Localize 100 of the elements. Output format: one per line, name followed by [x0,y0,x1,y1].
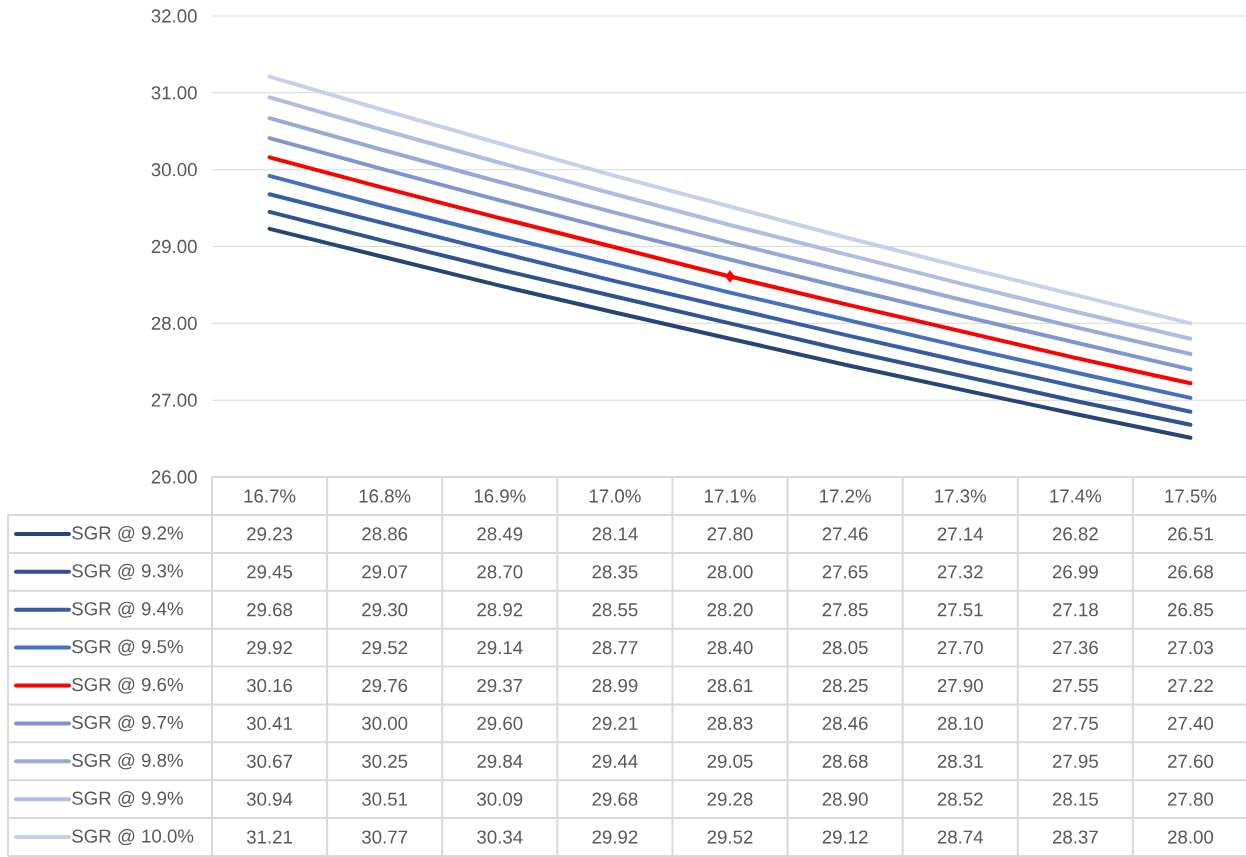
data-label: 27.46 [822,527,868,541]
data-label: 27.22 [1168,678,1213,693]
legend-label: SGR @ 9.9% [72,791,183,808]
y-tick-label: 30.00 [151,163,197,177]
data-label: 28.00 [707,565,753,579]
data-label: 27.80 [707,527,753,541]
x-tick-label: 16.8% [359,489,411,503]
data-label: 29.28 [707,792,753,806]
data-label: 28.31 [937,754,983,768]
data-label: 29.68 [247,603,293,617]
data-label: 27.55 [1052,678,1098,693]
data-label: 28.70 [477,565,523,579]
data-label: 28.15 [1052,792,1098,806]
data-label: 29.45 [247,565,293,579]
data-label: 29.92 [592,830,638,844]
data-label: 28.52 [937,792,983,806]
data-label: 29.14 [477,640,523,655]
x-tick-label: 17.0% [589,489,641,503]
data-label: 28.10 [937,716,983,730]
y-tick-label: 31.00 [151,86,197,100]
data-label: 27.95 [1052,754,1098,768]
data-label: 30.77 [362,830,408,844]
data-label: 29.21 [592,716,638,730]
data-label: 27.60 [1168,754,1214,768]
data-label: 26.68 [1168,565,1213,579]
legend-label: SGR @ 9.7% [72,715,183,732]
x-tick-label: 17.3% [935,489,987,503]
x-tick-label: 17.5% [1165,489,1217,503]
data-label: 28.00 [1168,830,1214,844]
data-label: 27.03 [1168,640,1213,655]
data-label: 28.55 [592,603,638,617]
data-label: 27.36 [1052,640,1098,655]
data-label: 28.74 [937,830,984,844]
data-label: 27.51 [937,603,983,617]
data-label: 26.85 [1168,603,1214,617]
data-label: 28.35 [592,565,638,579]
data-label: 31.21 [246,830,292,844]
x-tick-label: 17.4% [1050,489,1102,503]
data-label: 29.23 [247,527,293,541]
data-label: 30.09 [477,792,523,806]
y-tick-label: 26.00 [151,470,197,484]
legend-label: SGR @ 9.2% [72,525,183,542]
legend-label: SGR @ 10.0% [72,829,194,846]
data-label: 29.05 [707,754,753,768]
y-tick-label: 32.00 [151,9,197,23]
data-label: 29.07 [362,565,408,579]
data-label: 29.84 [477,754,523,768]
data-label: 27.80 [1168,792,1214,806]
data-label: 28.49 [477,527,523,541]
data-label: 26.82 [1052,527,1098,541]
data-label: 29.44 [592,754,638,768]
data-label: 27.32 [937,565,983,579]
data-label: 29.52 [362,640,408,655]
data-label: 28.20 [707,603,753,617]
data-label: 30.51 [362,792,408,806]
data-label: 29.76 [362,678,408,693]
data-label: 30.00 [362,716,408,730]
data-label: 28.90 [822,792,868,806]
data-label: 28.14 [592,527,638,541]
data-label: 29.68 [592,792,638,806]
data-label: 30.16 [246,678,293,693]
data-label: 28.83 [707,716,753,730]
data-label: 26.99 [1052,565,1098,579]
data-label: 28.37 [1052,830,1098,844]
data-label: 30.41 [246,716,292,730]
y-tick-label: 28.00 [151,316,197,330]
data-label: 27.90 [937,678,983,693]
data-label: 28.25 [822,678,868,693]
x-tick-label: 17.2% [820,489,871,503]
data-label: 27.65 [822,565,868,579]
x-tick-label: 17.1% [704,489,756,503]
data-label: 29.12 [822,830,868,844]
legend-label: SGR @ 9.6% [72,677,183,694]
y-tick-label: 29.00 [151,239,197,254]
data-label: 28.77 [592,640,638,655]
data-label: 27.75 [1052,716,1098,730]
data-label: 28.05 [822,640,868,655]
data-label: 29.60 [477,716,523,730]
data-label: 30.67 [246,754,292,768]
data-label: 30.94 [246,792,293,806]
data-label: 27.18 [1052,603,1098,617]
data-label: 28.68 [822,754,868,768]
data-label: 29.52 [707,830,753,844]
data-label: 28.86 [362,527,408,541]
data-label: 27.85 [822,603,868,617]
data-label: 29.30 [362,603,408,617]
x-tick-label: 16.7% [244,489,296,503]
legend-label: SGR @ 9.8% [72,753,183,770]
legend-label: SGR @ 9.4% [72,601,183,618]
data-label: 28.92 [477,603,523,617]
data-label: 27.14 [937,527,984,541]
data-label: 30.25 [362,754,408,768]
x-tick-label: 16.9% [474,489,526,503]
data-label: 26.51 [1168,527,1213,541]
legend-label: SGR @ 9.5% [72,639,183,656]
legend-label: SGR @ 9.3% [72,563,183,580]
data-label: 30.34 [477,830,523,844]
data-label: 28.46 [822,716,868,730]
data-label: 27.70 [937,640,983,655]
y-tick-label: 27.00 [151,393,197,407]
